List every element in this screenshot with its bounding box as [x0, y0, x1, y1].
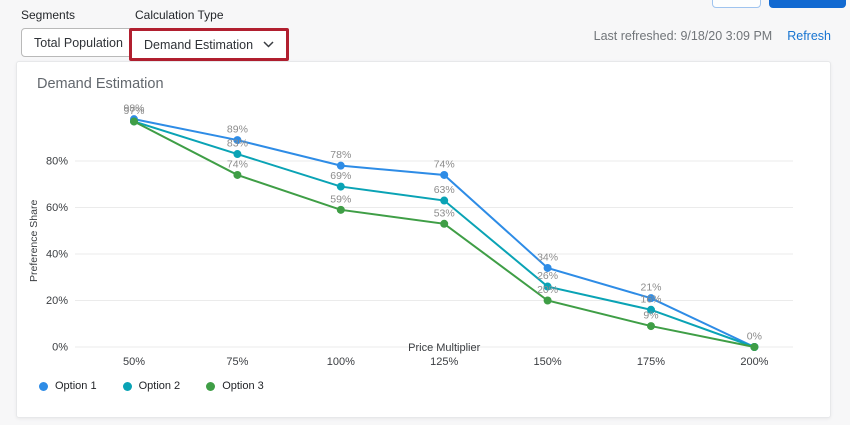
point-value-label: 83% — [227, 138, 248, 150]
segments-dropdown-value: Total Population — [34, 35, 123, 50]
legend-label: Option 3 — [222, 380, 264, 392]
x-tick-label: 50% — [123, 356, 145, 368]
point-value-label: 53% — [434, 207, 455, 219]
point-value-label: 74% — [434, 158, 455, 170]
data-point[interactable] — [233, 136, 242, 145]
y-tick-label: 20% — [46, 295, 68, 307]
data-point[interactable] — [130, 117, 138, 126]
data-point[interactable] — [647, 305, 655, 314]
x-tick-label: 150% — [534, 356, 562, 368]
x-tick-label: 200% — [740, 356, 768, 368]
data-point[interactable] — [336, 205, 345, 214]
point-value-label: 26% — [537, 270, 558, 282]
y-tick-label: 40% — [46, 249, 68, 261]
legend-swatch-icon — [206, 381, 216, 391]
point-value-label: 34% — [537, 251, 558, 263]
point-value-label: 63% — [434, 184, 455, 196]
data-point[interactable] — [750, 343, 759, 351]
data-point[interactable] — [336, 161, 345, 170]
legend-label: Option 2 — [138, 380, 181, 392]
data-point[interactable] — [647, 294, 655, 303]
data-point[interactable] — [440, 196, 449, 205]
legend-swatch-icon — [39, 381, 48, 391]
segments-label: Segments — [21, 8, 76, 22]
point-value-label: 0% — [747, 331, 762, 343]
data-point[interactable] — [233, 150, 242, 159]
x-axis-title: Price Multiplier — [408, 342, 480, 354]
point-value-label: 89% — [227, 124, 248, 136]
data-point[interactable] — [440, 219, 449, 228]
data-point[interactable] — [440, 170, 449, 179]
refresh-link[interactable]: Refresh — [787, 29, 831, 43]
calculation-type-label: Calculation Type — [135, 8, 224, 22]
last-refreshed-text: Last refreshed: 9/18/20 3:09 PM — [593, 29, 773, 43]
legend-item-option-2[interactable]: Option 2 — [122, 380, 181, 392]
calculation-type-control: Calculation Type Demand Estimation — [129, 8, 290, 61]
chart-title: Demand Estimation — [37, 76, 164, 92]
annotation-highlight-box: Demand Estimation — [129, 28, 290, 61]
point-value-label: 98% — [123, 103, 144, 115]
calculation-type-dropdown[interactable]: Demand Estimation — [132, 31, 287, 58]
x-tick-label: 75% — [226, 356, 248, 368]
legend-item-option-3[interactable]: Option 3 — [206, 380, 264, 392]
secondary-action-button[interactable] — [712, 0, 761, 8]
y-tick-label: 80% — [46, 156, 68, 168]
calculation-type-dropdown-value: Demand Estimation — [144, 37, 254, 52]
demand-estimation-chart: 0% 20% 40% 60% 80% 50% 75% 100% 125% 150% 175% 200%… — [46, 103, 793, 368]
chevron-down-icon — [263, 41, 274, 48]
point-value-label: 97% — [123, 105, 144, 117]
primary-action-button[interactable] — [769, 0, 846, 8]
x-tick-label: 175% — [637, 356, 665, 368]
chart-card: Demand Estimation Preference Share 0% 20%… — [16, 61, 831, 418]
x-tick-label: 100% — [327, 356, 355, 368]
data-point[interactable] — [543, 263, 552, 272]
series-line-option-2 — [133, 120, 755, 348]
y-tick-label: 0% — [52, 342, 68, 354]
data-point[interactable] — [543, 296, 552, 305]
chart-legend: Option 1 Option 2 Option 3 — [39, 380, 264, 392]
data-point[interactable] — [543, 282, 552, 291]
point-value-label: 21% — [640, 282, 661, 294]
data-point[interactable] — [233, 170, 242, 179]
point-value-label: 69% — [330, 170, 351, 182]
legend-item-option-1[interactable]: Option 1 — [39, 380, 97, 392]
refresh-row: Last refreshed: 9/18/20 3:09 PM Refresh — [594, 29, 831, 43]
point-value-label: 74% — [227, 158, 248, 170]
data-point[interactable] — [336, 182, 345, 191]
point-value-label: 20% — [537, 284, 558, 296]
point-value-label: 78% — [330, 149, 351, 161]
legend-swatch-icon — [122, 381, 132, 391]
data-point[interactable] — [647, 322, 655, 331]
point-value-label: 59% — [330, 193, 351, 205]
point-value-label: 16% — [640, 293, 661, 305]
point-value-label: 9% — [643, 310, 658, 322]
y-tick-label: 60% — [46, 202, 68, 214]
legend-label: Option 1 — [55, 380, 97, 392]
x-tick-label: 125% — [430, 356, 458, 368]
